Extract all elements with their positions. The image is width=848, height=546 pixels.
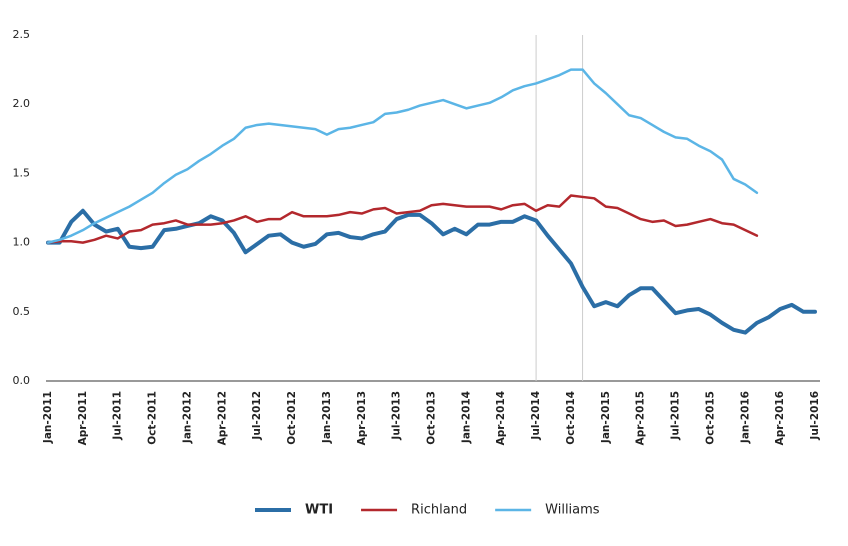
x-tick-label: Jan-2011: [42, 391, 54, 444]
x-tick-label: Oct-2013: [426, 391, 438, 445]
legend-label: Williams: [545, 503, 600, 518]
series-line: [46, 208, 817, 335]
legend-label: Richland: [411, 503, 467, 518]
series-line: [46, 194, 759, 244]
legend-label: WTI: [305, 503, 333, 518]
y-tick-label: 1.5: [13, 166, 31, 179]
x-tick-label: Apr-2013: [356, 391, 368, 445]
y-tick-label: 1.0: [13, 236, 31, 249]
x-tick-label: Oct-2012: [286, 391, 298, 445]
x-tick-label: Jan-2016: [739, 391, 751, 444]
x-tick-label: Oct-2014: [565, 391, 577, 445]
x-tick-label: Apr-2015: [635, 391, 647, 445]
x-tick-label: Jan-2012: [181, 391, 193, 444]
x-tick-label: Jul-2016: [809, 391, 821, 441]
y-tick-label: 0.5: [13, 305, 31, 318]
y-tick-label: 2.0: [13, 97, 31, 110]
y-tick-label: 0.0: [13, 374, 31, 387]
x-tick-label: Jul-2011: [112, 391, 124, 441]
x-tick-label: Apr-2011: [77, 391, 89, 445]
series-line: [46, 68, 759, 244]
x-tick-label: Jan-2014: [460, 391, 472, 444]
x-tick-label: Jul-2015: [670, 391, 682, 441]
x-tick-label: Apr-2012: [216, 391, 228, 445]
x-tick-label: Apr-2014: [495, 391, 507, 445]
x-tick-label: Jul-2013: [391, 391, 403, 441]
x-tick-label: Jan-2013: [321, 391, 333, 444]
x-tick-label: Jul-2014: [530, 391, 542, 441]
x-tick-label: Jan-2015: [600, 391, 612, 444]
x-tick-label: Apr-2016: [774, 391, 786, 445]
x-tick-label: Oct-2011: [147, 391, 159, 445]
x-tick-label: Oct-2015: [704, 391, 716, 445]
y-tick-label: 2.5: [13, 28, 31, 41]
x-tick-label: Jul-2012: [251, 391, 263, 441]
